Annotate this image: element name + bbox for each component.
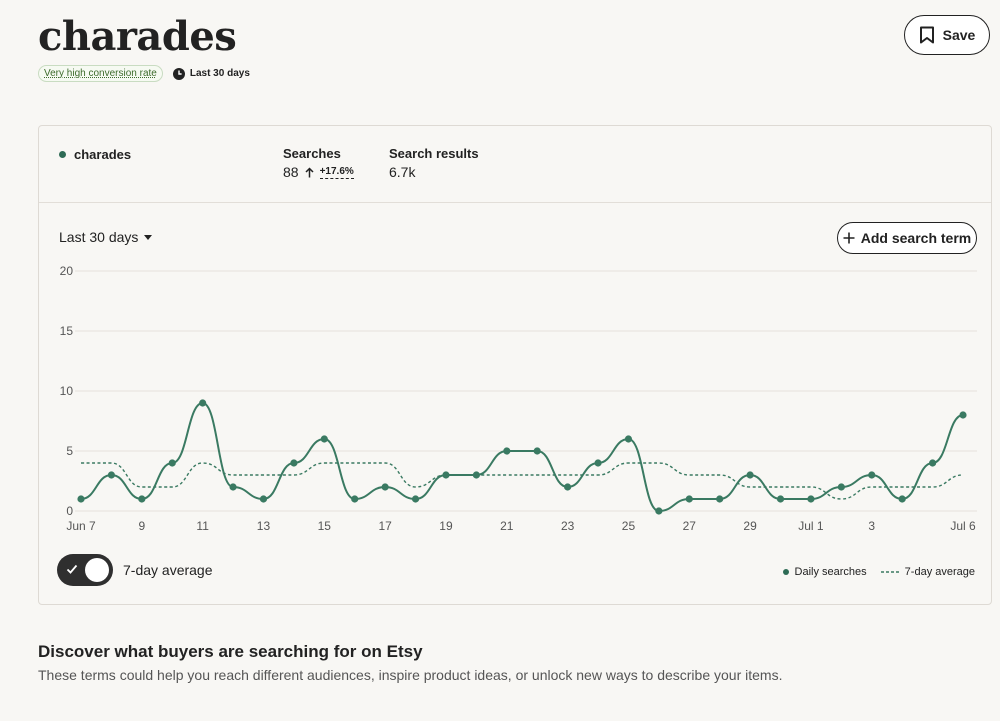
results-value: 6.7k xyxy=(389,164,416,180)
term-legend: charades xyxy=(59,147,131,162)
card-summary: charades Searches 88 +17.6% Search resul… xyxy=(39,126,991,203)
x-tick-label: 23 xyxy=(561,519,575,533)
y-tick-label: 0 xyxy=(66,504,73,518)
range-label: Last 30 days xyxy=(59,229,139,245)
daily-point xyxy=(776,495,785,503)
daily-point xyxy=(381,483,389,491)
daily-point xyxy=(442,471,450,479)
average-toggle-label: 7-day average xyxy=(123,562,213,578)
x-tick-label: 17 xyxy=(378,519,392,533)
search-trend-card: charades Searches 88 +17.6% Search resul… xyxy=(38,125,992,605)
term-label: charades xyxy=(74,147,132,162)
searches-value: 88 xyxy=(283,164,299,180)
check-icon xyxy=(66,564,78,574)
plus-icon xyxy=(843,232,855,244)
searches-change[interactable]: +17.6% xyxy=(319,165,354,179)
x-tick-label: 19 xyxy=(439,519,453,533)
daily-point xyxy=(229,483,237,491)
daily-point xyxy=(168,459,176,467)
x-tick-label: Jun 7 xyxy=(66,519,96,533)
y-tick-label: 20 xyxy=(60,264,74,278)
x-tick-label: 11 xyxy=(196,519,209,533)
daily-point xyxy=(320,435,328,443)
x-tick-label: 13 xyxy=(257,519,271,533)
x-tick-label: 29 xyxy=(743,519,757,533)
daily-point xyxy=(138,495,146,503)
daily-point xyxy=(959,411,967,419)
daily-point xyxy=(77,495,85,503)
discover-title: Discover what buyers are searching for o… xyxy=(38,642,423,661)
y-tick-label: 15 xyxy=(60,324,74,338)
daily-point xyxy=(594,459,602,467)
clock-icon xyxy=(172,67,185,80)
daily-point xyxy=(411,495,420,503)
x-tick-label: Jul 6 xyxy=(950,519,976,533)
daily-point xyxy=(837,483,845,491)
legend-average-label: 7-day average xyxy=(904,566,975,578)
discover-subtitle: These terms could help you reach differe… xyxy=(38,667,783,683)
daily-point xyxy=(868,471,876,479)
results-stat: Search results 6.7k xyxy=(389,146,479,180)
x-tick-label: 25 xyxy=(622,519,636,533)
daily-point xyxy=(290,459,298,467)
daily-point xyxy=(716,495,724,503)
daily-point xyxy=(655,507,663,515)
header-badges: Very high conversion rate Last 30 days xyxy=(38,65,250,82)
arrow-up-icon xyxy=(305,166,314,177)
average-toggle-group: 7-day average xyxy=(57,554,213,586)
y-tick-label: 5 xyxy=(66,444,73,458)
searches-label: Searches xyxy=(283,146,341,161)
caret-down-icon xyxy=(144,234,153,240)
daily-point xyxy=(503,447,511,455)
daily-point xyxy=(928,459,937,467)
x-tick-label: 15 xyxy=(318,519,332,533)
period-indicator: Last 30 days xyxy=(172,67,250,80)
daily-point xyxy=(259,495,268,503)
x-tick-label: 27 xyxy=(683,519,697,533)
average-toggle[interactable] xyxy=(57,554,113,586)
x-tick-label: 21 xyxy=(500,519,514,533)
daily-point xyxy=(898,495,906,503)
conversion-badge[interactable]: Very high conversion rate xyxy=(38,65,163,82)
y-tick-label: 10 xyxy=(60,384,74,398)
x-tick-label: 3 xyxy=(868,519,875,533)
daily-series-line xyxy=(80,401,964,513)
trend-chart: 0 5 10 15 20 Jun 7 9 11 13 15 17 19 21 23 25 27 29 Jul 1 3… xyxy=(60,264,977,533)
save-button[interactable]: Save xyxy=(904,15,990,55)
x-tick-label: 9 xyxy=(138,519,145,533)
daily-point xyxy=(624,435,633,443)
daily-point xyxy=(199,399,207,407)
daily-point xyxy=(564,483,572,491)
daily-point xyxy=(746,471,754,479)
chart-legend: Daily searches 7-day average xyxy=(782,566,975,578)
daily-point xyxy=(807,495,815,503)
daily-point xyxy=(685,495,693,503)
daily-point xyxy=(533,447,541,455)
save-label: Save xyxy=(942,27,976,43)
legend-daily-label: Daily searches xyxy=(794,566,867,578)
x-tick-label: Jul 1 xyxy=(798,519,824,533)
legend-dot xyxy=(782,569,789,575)
toggle-knob xyxy=(85,558,109,582)
term-dot xyxy=(59,151,66,158)
legend-average: 7-day average xyxy=(880,566,975,578)
daily-point xyxy=(472,471,480,479)
legend-dash xyxy=(880,571,899,573)
add-search-term-button[interactable]: Add search term xyxy=(837,222,977,254)
daily-point xyxy=(351,495,359,503)
add-search-term-label: Add search term xyxy=(860,230,972,246)
searches-stat: Searches 88 +17.6% xyxy=(283,146,354,180)
legend-daily: Daily searches xyxy=(782,566,867,578)
bookmark-icon xyxy=(919,26,934,44)
results-label: Search results xyxy=(389,146,479,161)
average-series-line xyxy=(80,462,964,500)
page-title: charades xyxy=(38,13,237,60)
period-label: Last 30 days xyxy=(189,68,250,79)
range-dropdown[interactable]: Last 30 days xyxy=(59,229,153,245)
daily-point xyxy=(107,471,116,479)
